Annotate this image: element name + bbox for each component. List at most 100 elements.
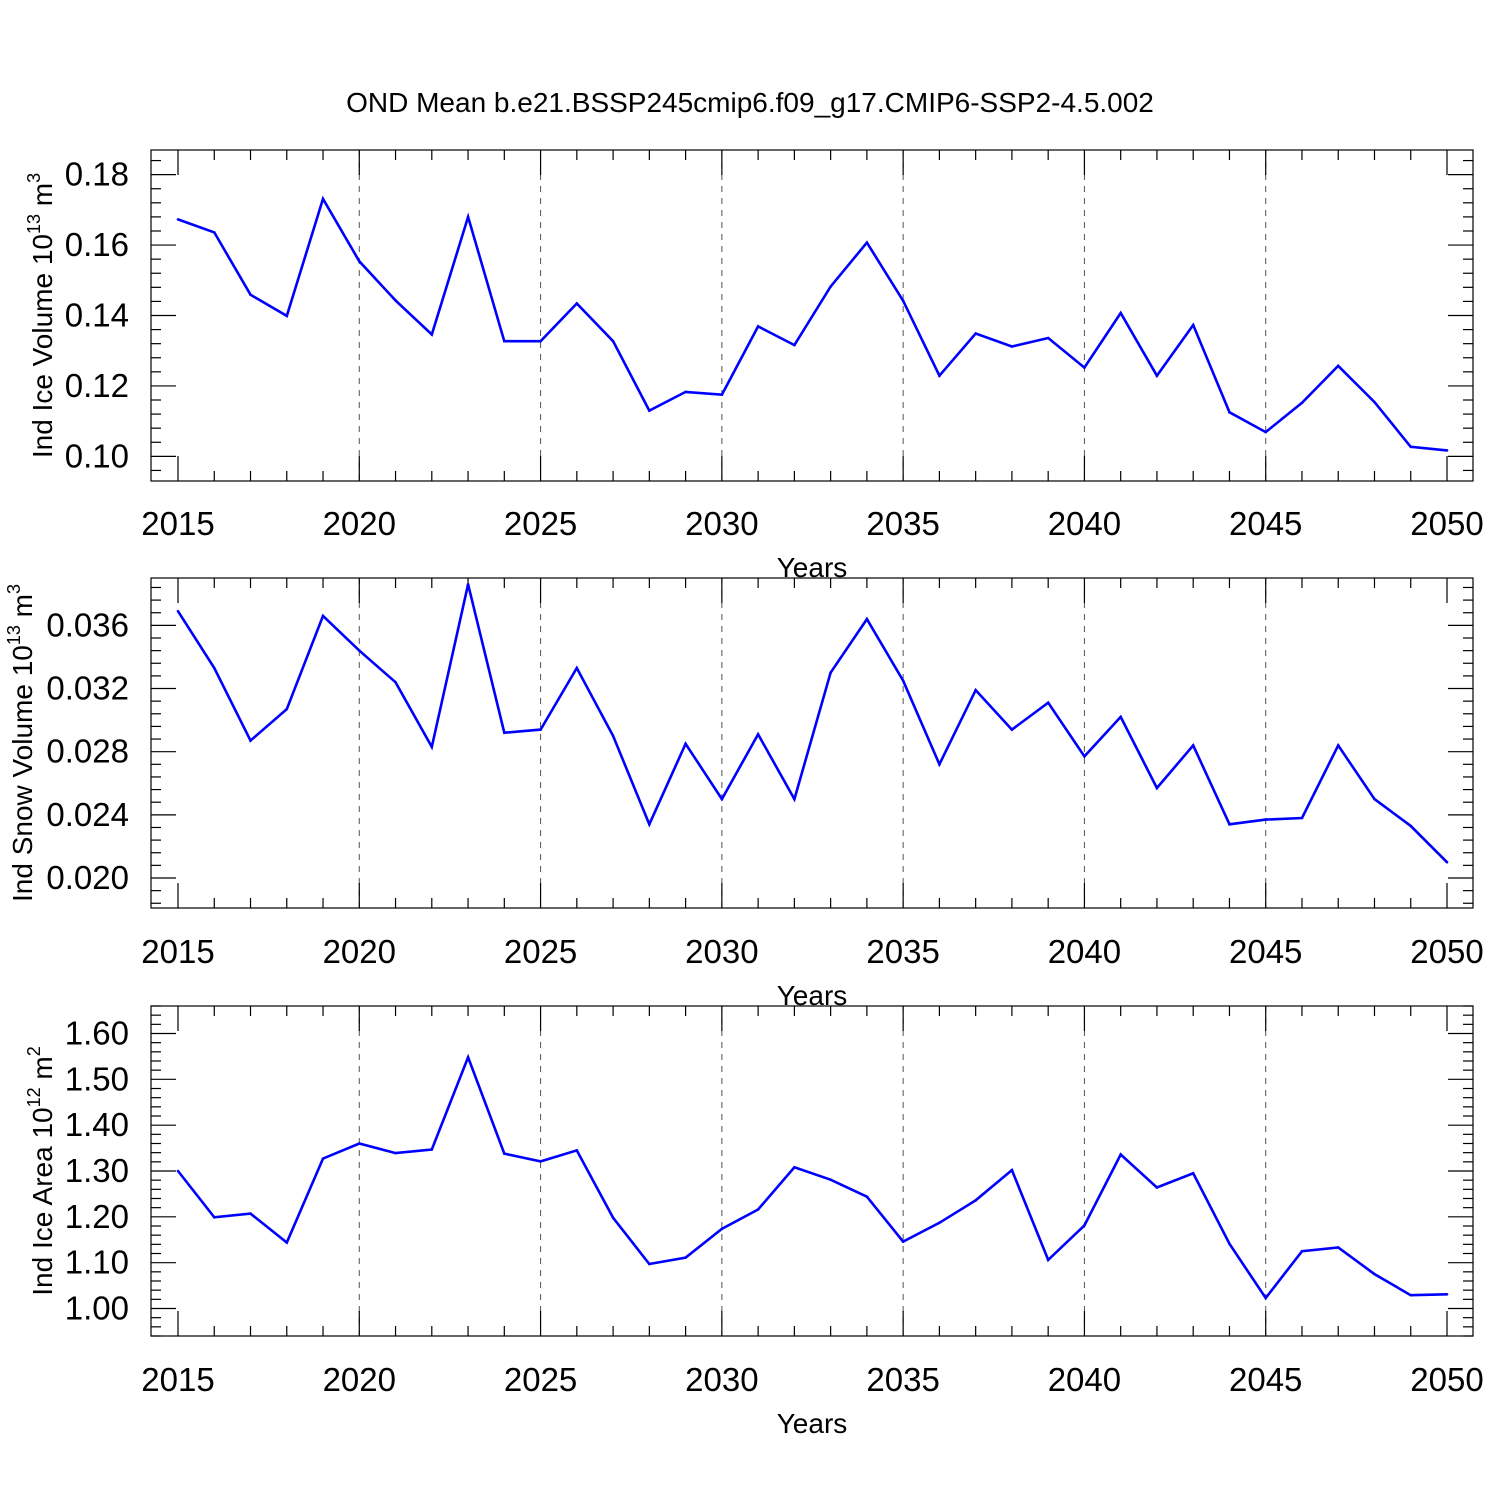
y-tick-label: 1.60 bbox=[65, 1015, 129, 1052]
data-point bbox=[1373, 400, 1376, 404]
data-point bbox=[539, 728, 542, 731]
data-point bbox=[249, 739, 252, 742]
data-point bbox=[1155, 374, 1159, 378]
y-tick-label: 0.024 bbox=[46, 796, 129, 833]
data-point bbox=[1300, 816, 1304, 820]
data-point bbox=[974, 332, 977, 335]
data-point bbox=[793, 1166, 796, 1169]
y-tick-label: 0.028 bbox=[46, 733, 129, 770]
chart-title: OND Mean b.e21.BSSP245cmip6.f09_g17.CMIP… bbox=[346, 87, 1154, 118]
y-axis-title: Ind Snow Volume 1013 m3 bbox=[4, 584, 38, 902]
data-point bbox=[720, 393, 724, 397]
data-point bbox=[1264, 1296, 1268, 1300]
data-point bbox=[1409, 1293, 1413, 1297]
y-axis-title-unit-exponent: 3 bbox=[4, 584, 24, 594]
y-tick-label: 0.18 bbox=[65, 156, 129, 193]
data-point bbox=[1083, 755, 1086, 758]
data-point bbox=[720, 1227, 724, 1231]
data-point bbox=[176, 218, 180, 221]
data-point bbox=[901, 299, 905, 303]
data-point bbox=[1228, 411, 1231, 414]
data-point bbox=[1010, 728, 1014, 731]
data-point bbox=[394, 680, 397, 684]
y-tick-label: 0.16 bbox=[65, 226, 129, 263]
y-tick-label: 1.50 bbox=[65, 1060, 129, 1097]
data-point bbox=[466, 1056, 470, 1059]
data-point bbox=[1191, 323, 1195, 327]
data-point bbox=[938, 374, 941, 378]
x-tick-label: 2050 bbox=[1410, 505, 1483, 542]
panel-3: 1.00 1.10 1.20 1.30 1.40 1.50 1.60 2015 2020 2025… bbox=[24, 1005, 1484, 1439]
y-axis-title: Ind Ice Area 1012 m2 bbox=[24, 1046, 58, 1296]
data-point bbox=[321, 1157, 325, 1160]
x-tick-label: 2015 bbox=[141, 1361, 214, 1398]
data-point bbox=[1264, 430, 1268, 434]
data-point bbox=[1119, 715, 1122, 719]
data-point bbox=[1445, 449, 1449, 452]
x-tick-label: 2050 bbox=[1410, 1361, 1483, 1398]
data-point bbox=[212, 666, 216, 670]
data-point bbox=[1191, 744, 1195, 747]
data-point bbox=[321, 614, 325, 618]
y-axis-title-exponent: 13 bbox=[24, 214, 44, 234]
data-point bbox=[503, 1152, 506, 1155]
data-point bbox=[466, 583, 470, 586]
data-point bbox=[212, 231, 216, 234]
x-tick-label: 2035 bbox=[866, 1361, 939, 1398]
x-tick-label: 2025 bbox=[504, 1361, 577, 1398]
x-tick-label: 2025 bbox=[504, 505, 577, 542]
data-point bbox=[611, 1216, 615, 1220]
data-point bbox=[1119, 1153, 1122, 1156]
data-point bbox=[321, 197, 325, 201]
panel-2: 0.020 0.024 0.028 0.032 0.036 2015 2020 2025 203… bbox=[4, 577, 1484, 1011]
data-point bbox=[466, 215, 470, 219]
data-point bbox=[865, 241, 869, 244]
data-point bbox=[756, 1208, 760, 1211]
data-point bbox=[793, 343, 796, 347]
data-point bbox=[357, 259, 361, 263]
data-point bbox=[176, 609, 180, 613]
data-point bbox=[394, 299, 397, 302]
x-tick-label: 2020 bbox=[323, 933, 396, 970]
data-point bbox=[829, 671, 832, 675]
y-tick-label: 1.10 bbox=[65, 1244, 129, 1281]
data-point bbox=[430, 1148, 434, 1151]
x-tick-label: 2040 bbox=[1048, 933, 1121, 970]
data-point bbox=[1300, 1249, 1304, 1253]
x-tick-label: 2040 bbox=[1048, 505, 1121, 542]
data-point bbox=[1228, 823, 1231, 826]
data-point bbox=[865, 1195, 869, 1198]
y-tick-label: 0.12 bbox=[65, 367, 129, 404]
y-axis-title-unit: m bbox=[27, 183, 58, 214]
data-point bbox=[1409, 445, 1413, 449]
data-point bbox=[938, 763, 941, 766]
panel-1: 0.10 0.12 0.14 0.16 0.18 2015 2020 2025 2030 2035… bbox=[24, 149, 1484, 583]
data-point bbox=[503, 339, 506, 343]
y-axis-title-exponent: 12 bbox=[24, 1087, 44, 1107]
data-point bbox=[176, 1169, 180, 1173]
x-tick-label: 2035 bbox=[866, 933, 939, 970]
y-axis-title: Ind Ice Volume 1013 m3 bbox=[24, 173, 58, 458]
data-point bbox=[1373, 797, 1376, 801]
data-point bbox=[611, 734, 615, 738]
data-point bbox=[1336, 744, 1340, 747]
series-line bbox=[176, 1053, 1448, 1301]
data-point bbox=[1083, 1224, 1086, 1227]
y-axis-title-unit-exponent: 2 bbox=[24, 1046, 44, 1056]
data-point bbox=[1264, 818, 1268, 821]
x-tick-label: 2015 bbox=[141, 505, 214, 542]
x-axis-title: Years bbox=[777, 1408, 848, 1439]
data-point bbox=[1191, 1171, 1195, 1175]
data-point bbox=[974, 1199, 977, 1202]
data-point bbox=[611, 339, 615, 343]
data-point bbox=[575, 666, 579, 670]
data-point bbox=[938, 1221, 941, 1225]
data-point bbox=[756, 733, 760, 736]
data-point bbox=[285, 314, 289, 318]
data-point bbox=[394, 1151, 397, 1155]
data-point bbox=[285, 1241, 289, 1244]
x-tick-label: 2025 bbox=[504, 933, 577, 970]
y-axis-title-main: Ind Ice Area 10 bbox=[27, 1107, 58, 1295]
y-axis-title-unit: m bbox=[27, 1056, 58, 1087]
